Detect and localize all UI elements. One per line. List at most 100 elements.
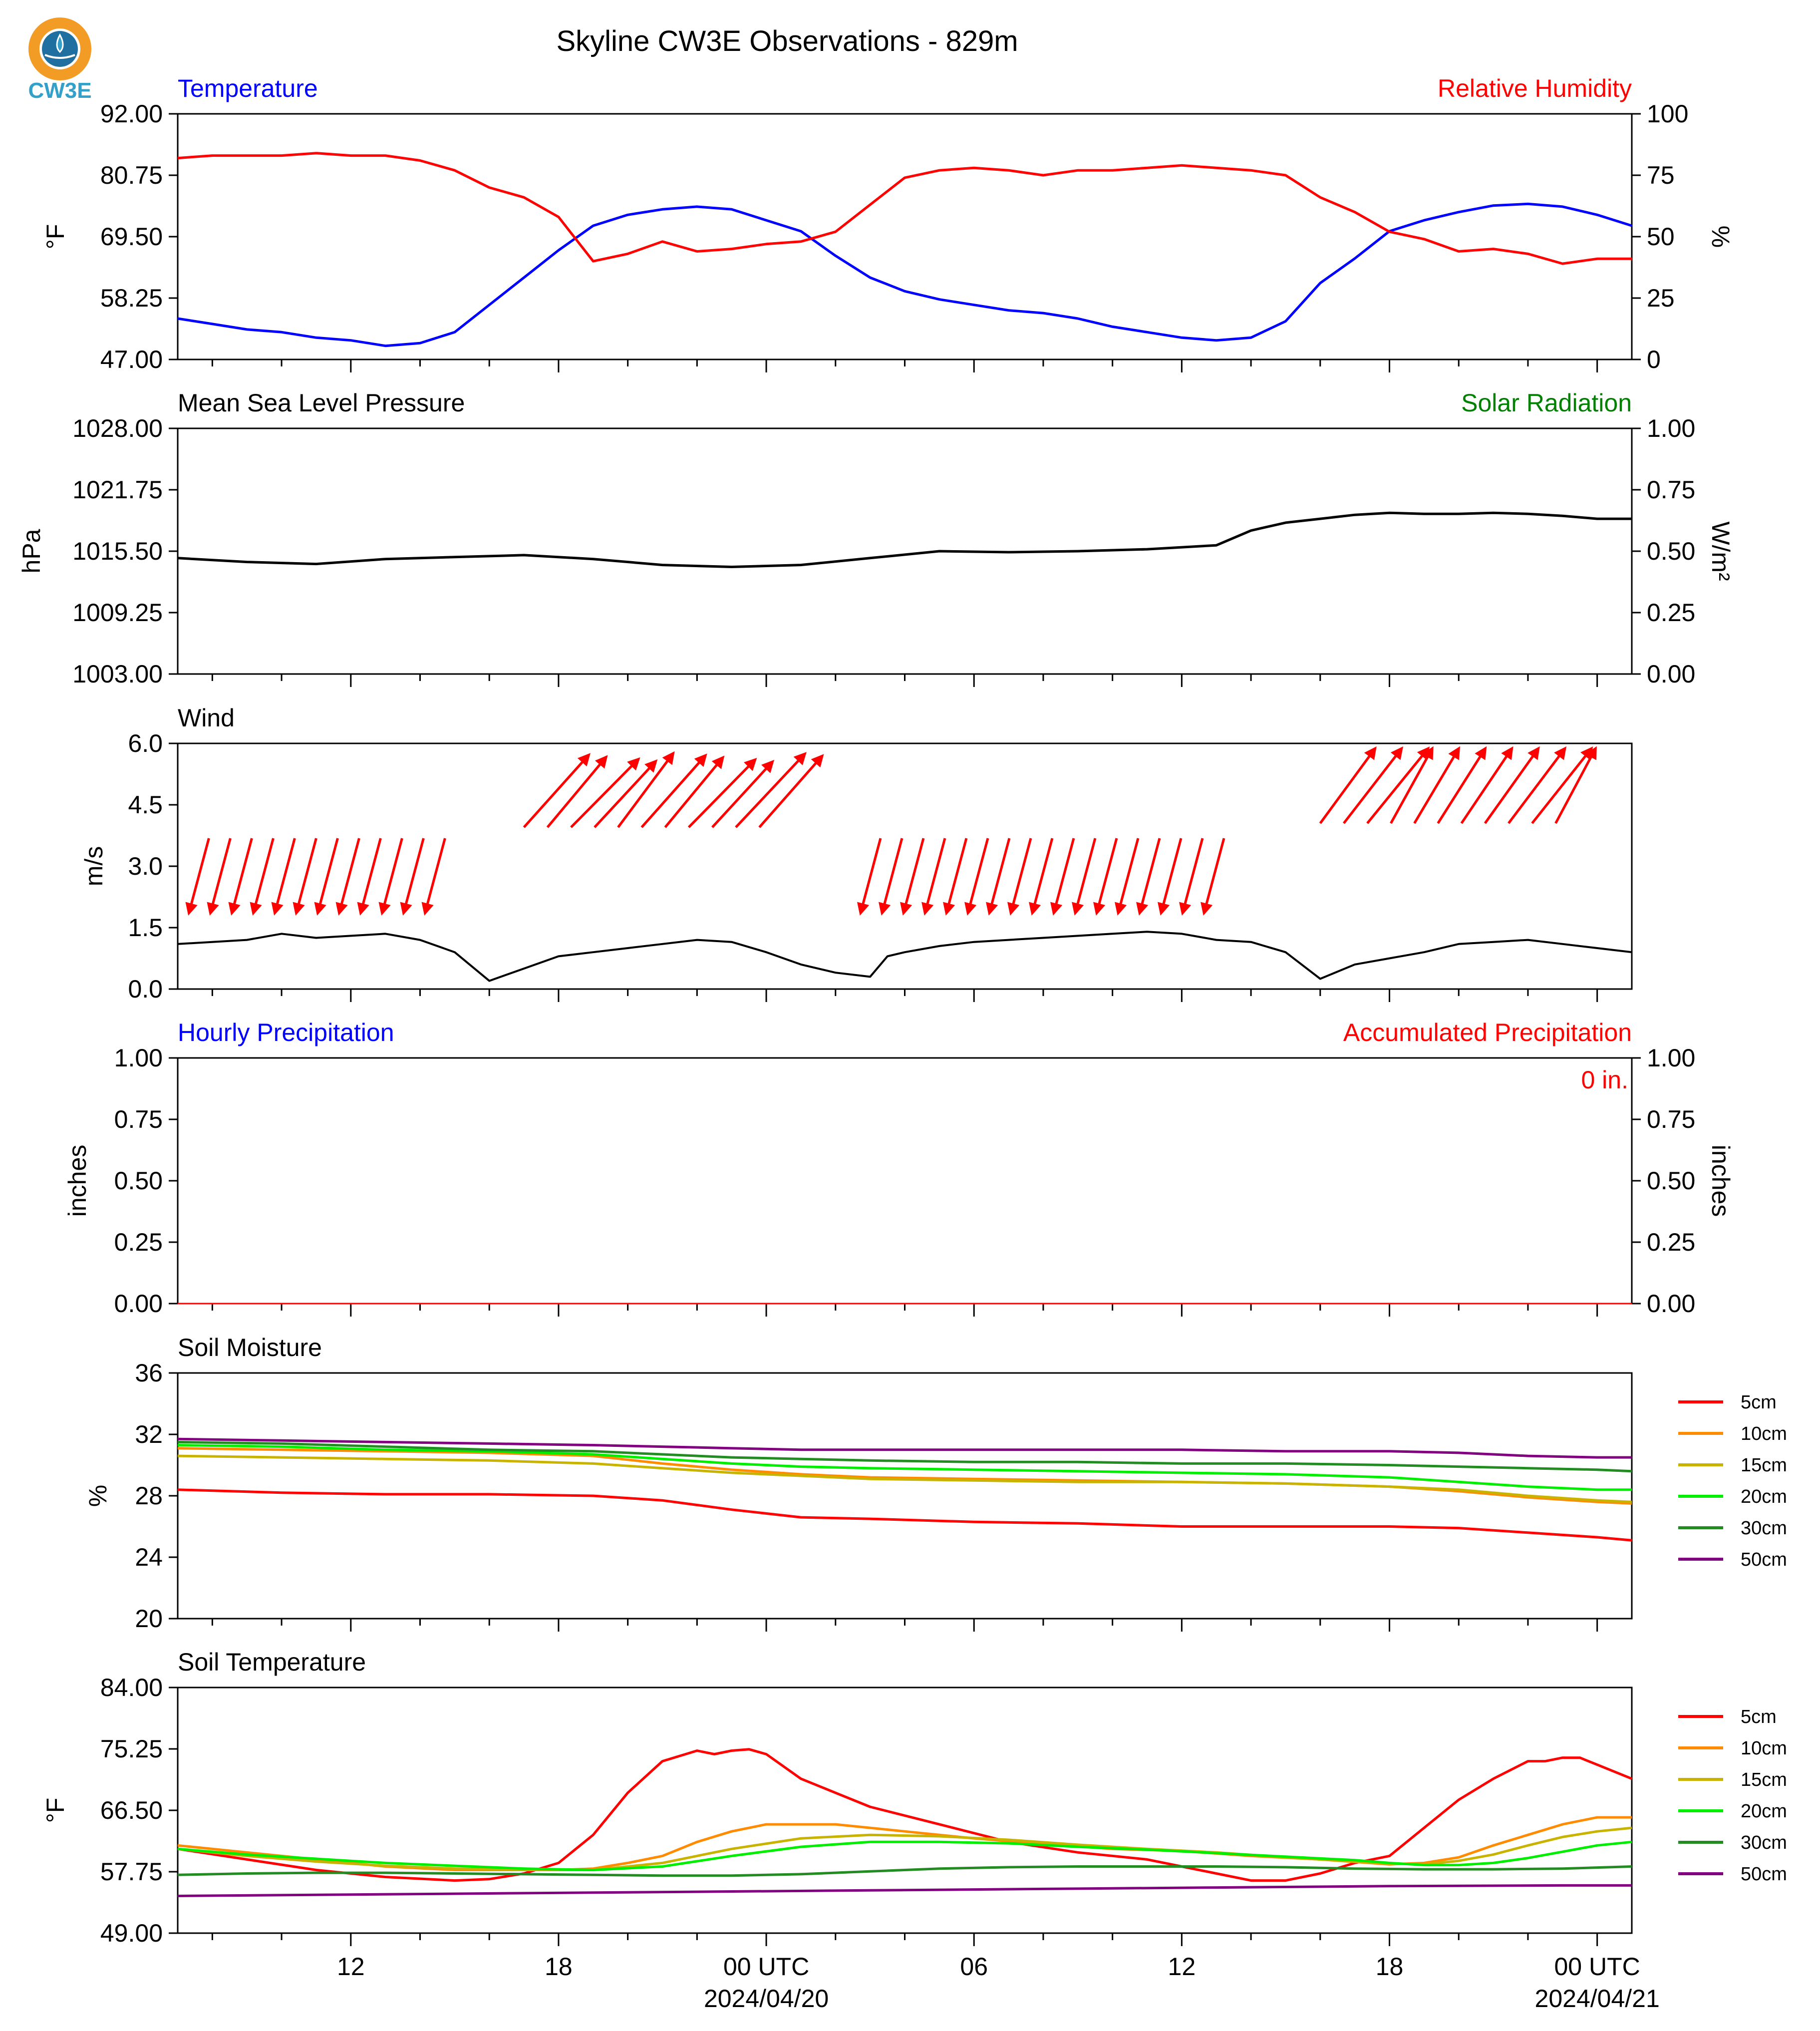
wind-arrow-icon bbox=[1437, 746, 1487, 824]
y-tick-label: 1009.25 bbox=[72, 599, 163, 627]
y-tick-label: 32 bbox=[135, 1420, 163, 1448]
y-tick-label: 20 bbox=[135, 1605, 163, 1633]
y-tick-label: 84.00 bbox=[100, 1674, 163, 1701]
wind-arrow-icon bbox=[1093, 838, 1118, 916]
temperature-series bbox=[177, 152, 1632, 347]
panel-temperature: Temperature Relative Humidity °F % 92.00… bbox=[41, 74, 1735, 373]
y-tick-label: 80.75 bbox=[100, 161, 163, 189]
panel-wind: Wind m/s 6.0 4.5 3.0 1.5 0.0 bbox=[80, 704, 1633, 1003]
wind-arrow-icon bbox=[207, 838, 232, 916]
y-tick-label: 50 bbox=[1647, 223, 1675, 251]
soil-temp-line-50cm bbox=[177, 1884, 1632, 1897]
wind-arrow-icon bbox=[687, 757, 757, 828]
wind-arrow-icon bbox=[900, 838, 925, 916]
soil-moisture-series bbox=[177, 1437, 1632, 1542]
wind-x-ticks bbox=[211, 989, 1598, 1002]
panel-pressure: Mean Sea Level Pressure Solar Radiation … bbox=[17, 389, 1735, 688]
wind-arrow-icon bbox=[1554, 746, 1597, 824]
wind-arrow-icon bbox=[335, 838, 360, 916]
hourly-precip-title: Hourly Precipitation bbox=[178, 1018, 394, 1046]
humidity-title: Relative Humidity bbox=[1438, 74, 1632, 102]
wind-series bbox=[177, 931, 1632, 982]
y-tick-label: 6.0 bbox=[128, 729, 163, 757]
wind-arrow-icon bbox=[185, 838, 210, 916]
precip-right-unit-label: inches bbox=[1707, 1145, 1735, 1217]
wind-arrow-icon bbox=[735, 752, 807, 828]
y-tick-label: 0.25 bbox=[114, 1228, 163, 1256]
logo-wave-icon bbox=[44, 54, 75, 59]
logo-drop-icon bbox=[56, 33, 64, 53]
wind-arrow-icon bbox=[1508, 746, 1567, 824]
soil-temp-title: Soil Temperature bbox=[178, 1648, 366, 1676]
x-tick-label: 12 bbox=[337, 1953, 365, 1981]
y-tick-label: 58.25 bbox=[100, 284, 163, 312]
pressure-series bbox=[177, 511, 1632, 568]
wind-arrow-icon bbox=[1460, 746, 1514, 824]
y-tick-label: 1.00 bbox=[114, 1044, 163, 1072]
soil-moisture-line-10cm bbox=[177, 1447, 1632, 1505]
wind-arrow-icon bbox=[1390, 746, 1434, 824]
y-tick-label: 25 bbox=[1647, 284, 1675, 312]
y-tick-label: 4.5 bbox=[128, 791, 163, 819]
y-tick-label: 1028.00 bbox=[72, 414, 163, 442]
accum-precip-value: 0 in. bbox=[1581, 1066, 1628, 1094]
soil-temp-y-ticks: 84.00 75.25 66.50 57.75 49.00 bbox=[100, 1674, 178, 1947]
soil-temp-line-15cm bbox=[177, 1826, 1632, 1871]
wind-arrow-icon bbox=[758, 754, 824, 828]
y-tick-label: 66.50 bbox=[100, 1796, 163, 1824]
wind-y-ticks: 6.0 4.5 3.0 1.5 0.0 bbox=[128, 729, 178, 1003]
y-tick-label: 0.50 bbox=[114, 1167, 163, 1195]
solar-unit-label: W/m² bbox=[1707, 521, 1735, 581]
pressure-x-ticks bbox=[211, 674, 1598, 687]
soil-temp-plot-frame bbox=[177, 1687, 1633, 1934]
legend-label: 50cm bbox=[1741, 1549, 1787, 1570]
soil-temp-unit-label: °F bbox=[41, 1798, 69, 1823]
y-tick-label: 0.00 bbox=[1647, 660, 1695, 688]
wind-arrow-icon bbox=[1484, 746, 1540, 824]
y-tick-label: 36 bbox=[135, 1359, 163, 1387]
wind-arrow-icon bbox=[711, 759, 775, 828]
wind-arrow-icon bbox=[570, 757, 640, 828]
x-tick-label: 06 bbox=[960, 1953, 988, 1981]
y-tick-label: 69.50 bbox=[100, 223, 163, 251]
wind-arrow-icon bbox=[378, 838, 403, 916]
wind-arrow-icon bbox=[1531, 746, 1593, 824]
y-tick-label: 1.00 bbox=[1647, 1044, 1695, 1072]
y-tick-label: 49.00 bbox=[100, 1919, 163, 1947]
wind-arrow-icon bbox=[1007, 838, 1032, 916]
y-tick-label: 0.00 bbox=[114, 1290, 163, 1318]
wind-arrow-icon bbox=[1136, 838, 1161, 916]
wind-arrow-icon bbox=[1201, 838, 1225, 916]
wind-arrow-icon bbox=[964, 838, 989, 916]
soil-moisture-y-ticks: 36 32 28 24 20 bbox=[135, 1359, 178, 1633]
wind-arrow-icon bbox=[1413, 746, 1460, 824]
soil-moisture-title: Soil Moisture bbox=[178, 1334, 322, 1361]
wind-arrow-icon bbox=[1072, 838, 1097, 916]
y-tick-label: 100 bbox=[1647, 100, 1688, 128]
temperature-y-ticks: 92.00 80.75 69.50 58.25 47.00 bbox=[100, 100, 178, 373]
wind-arrow-icon bbox=[271, 838, 296, 916]
y-tick-label: 0.75 bbox=[1647, 1105, 1695, 1133]
pressure-line bbox=[177, 511, 1632, 568]
y-tick-label: 0.50 bbox=[1647, 537, 1695, 565]
x-date-label: 2024/04/21 bbox=[1535, 1985, 1660, 2013]
soil-temp-line-30cm bbox=[177, 1865, 1632, 1877]
cw3e-logo: CW3E bbox=[28, 17, 92, 103]
y-tick-label: 1.00 bbox=[1647, 414, 1695, 442]
wind-arrow-icon bbox=[1179, 838, 1204, 916]
legend-label: 20cm bbox=[1741, 1801, 1787, 1822]
wind-arrow-icon bbox=[1115, 838, 1140, 916]
soil-moisture-line-15cm bbox=[177, 1454, 1632, 1503]
wind-speed-line bbox=[177, 931, 1632, 982]
y-tick-label: 1003.00 bbox=[72, 660, 163, 688]
y-tick-label: 24 bbox=[135, 1543, 163, 1571]
soil-moisture-line-20cm bbox=[177, 1444, 1632, 1491]
humidity-line bbox=[177, 152, 1632, 265]
wind-arrow-icon bbox=[921, 838, 946, 916]
y-tick-label: 1.5 bbox=[128, 914, 163, 942]
soil-temp-line-10cm bbox=[177, 1816, 1632, 1871]
y-tick-label: 75 bbox=[1647, 161, 1675, 189]
x-date-label: 2024/04/20 bbox=[704, 1985, 829, 2013]
y-tick-label: 47.00 bbox=[100, 345, 163, 373]
